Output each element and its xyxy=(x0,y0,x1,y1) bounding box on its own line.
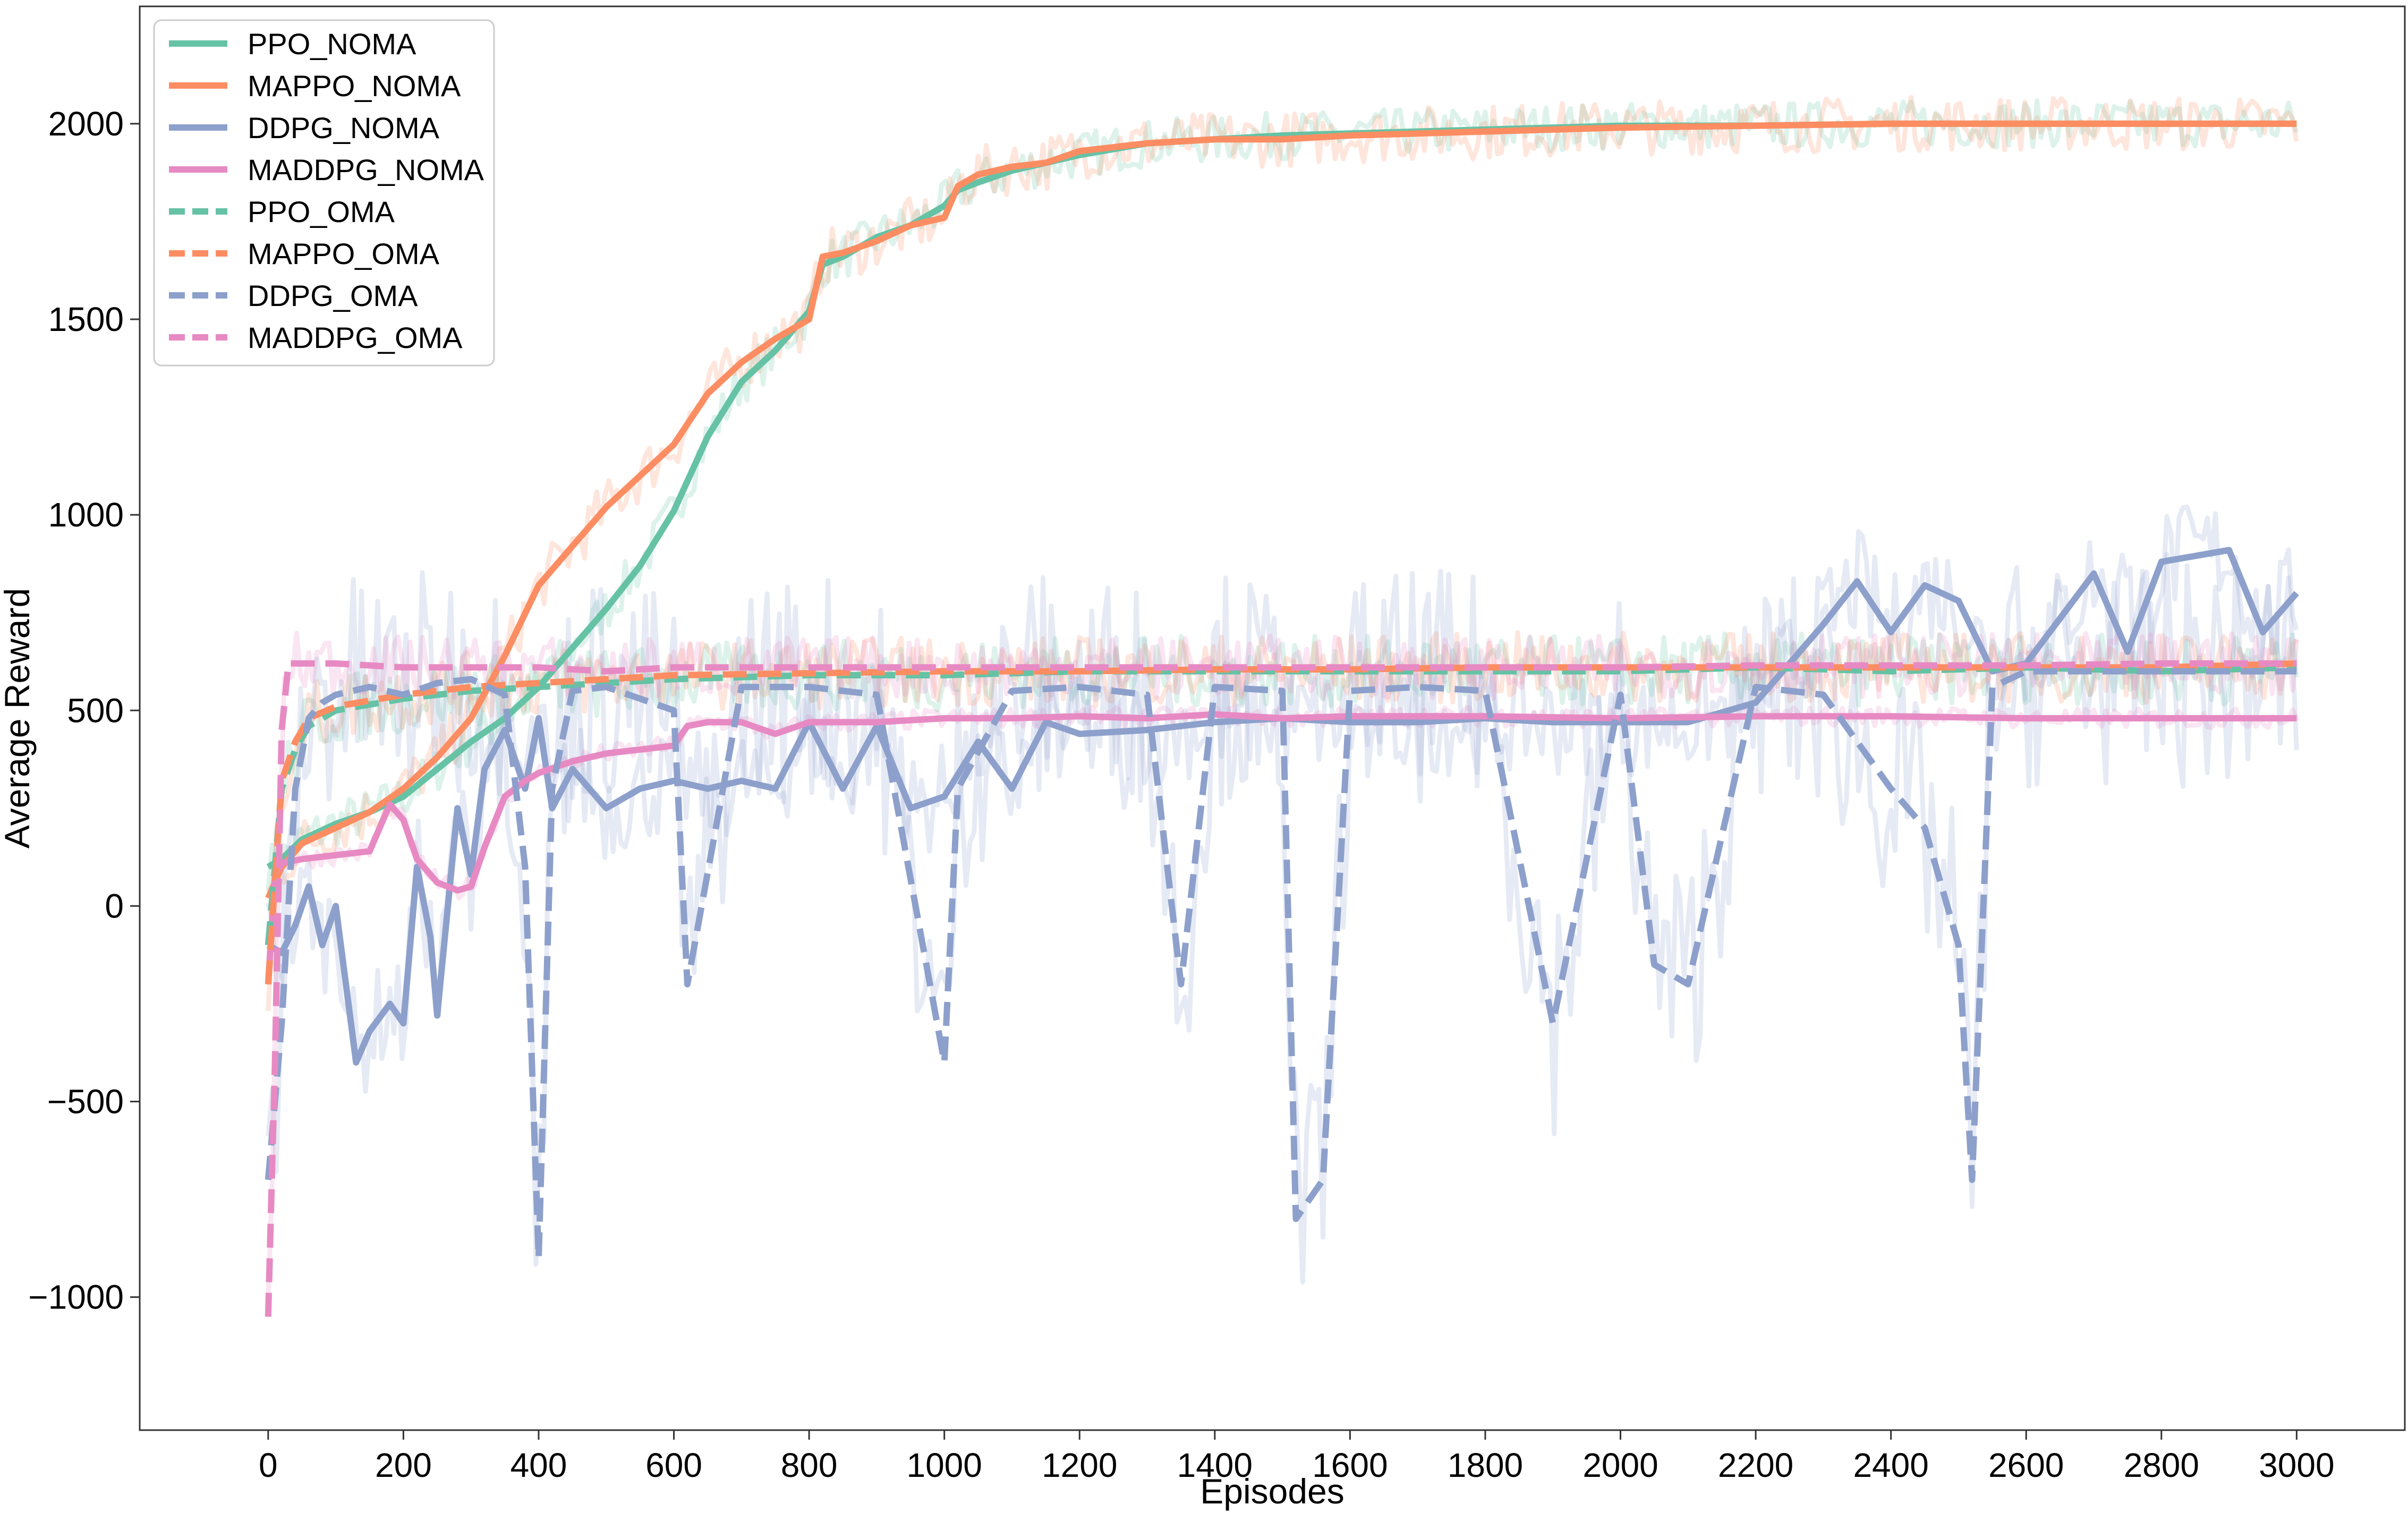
series-layer xyxy=(265,120,2299,1317)
y-tick-label: 1500 xyxy=(48,300,124,338)
x-tick-label: 3000 xyxy=(2259,1446,2334,1484)
series-line-maddpg-noma xyxy=(265,711,2297,985)
variance-band-ppo-oma xyxy=(266,631,2299,938)
series-line-maddpg-oma xyxy=(265,660,2297,1317)
x-tick-label: 2400 xyxy=(1853,1446,1928,1484)
legend-label: DDPG_OMA xyxy=(248,279,418,312)
legend: PPO_NOMA MAPPO_NOMA DDPG_NOMA MADDPG_NOMA PP… xyxy=(153,19,495,367)
y-tick-label: 1000 xyxy=(48,496,124,534)
y-tick-label: 0 xyxy=(105,887,124,925)
x-tick-label: 1600 xyxy=(1312,1446,1388,1484)
legend-label: MAPPO_NOMA xyxy=(248,69,461,103)
x-tick-label: 800 xyxy=(781,1446,838,1484)
x-tick-label: 2800 xyxy=(2124,1446,2199,1484)
x-tick-label: 1200 xyxy=(1042,1446,1117,1484)
x-tick-label: 1000 xyxy=(906,1446,982,1484)
plot-frame xyxy=(139,5,2406,1431)
x-tick-label: 200 xyxy=(375,1446,432,1484)
legend-label: PPO_NOMA xyxy=(248,27,416,61)
legend-box xyxy=(153,19,495,367)
x-tick-label: 1400 xyxy=(1177,1446,1253,1484)
series-line-ddpg-oma xyxy=(265,668,2297,1261)
series-line-mappo-oma xyxy=(265,660,2297,985)
legend-label: DDPG_NOMA xyxy=(248,111,440,144)
y-axis-label: Average Reward xyxy=(0,588,37,848)
y-tick-label: 2000 xyxy=(48,105,124,143)
x-axis: 0 200 400 600 800 1000 1200 1400 1600 1800 2000 220… xyxy=(259,1430,2335,1484)
x-tick-label: 1800 xyxy=(1448,1446,1523,1484)
legend-label: MADDPG_NOMA xyxy=(248,153,484,186)
legend-label: MADDPG_OMA xyxy=(248,321,463,354)
x-axis-label: Episodes xyxy=(1200,1472,1345,1511)
legend-label: PPO_OMA xyxy=(248,195,395,228)
series-line-mappo-noma xyxy=(265,120,2297,900)
y-axis: −1000 −500 0 500 1000 1500 2000 xyxy=(28,105,140,1316)
x-tick-label: 2000 xyxy=(1582,1446,1658,1484)
legend-label: MAPPO_OMA xyxy=(248,237,440,270)
series-line-ddpg-noma xyxy=(266,547,2299,1066)
y-tick-label: −1000 xyxy=(28,1278,124,1316)
x-tick-label: 400 xyxy=(510,1446,567,1484)
y-tick-label: 500 xyxy=(67,691,124,729)
y-tick-label: −500 xyxy=(47,1083,124,1121)
x-tick-label: 2200 xyxy=(1718,1446,1793,1484)
x-tick-label: 0 xyxy=(259,1446,278,1484)
x-tick-label: 2600 xyxy=(1988,1446,2064,1484)
x-tick-label: 600 xyxy=(645,1446,702,1484)
